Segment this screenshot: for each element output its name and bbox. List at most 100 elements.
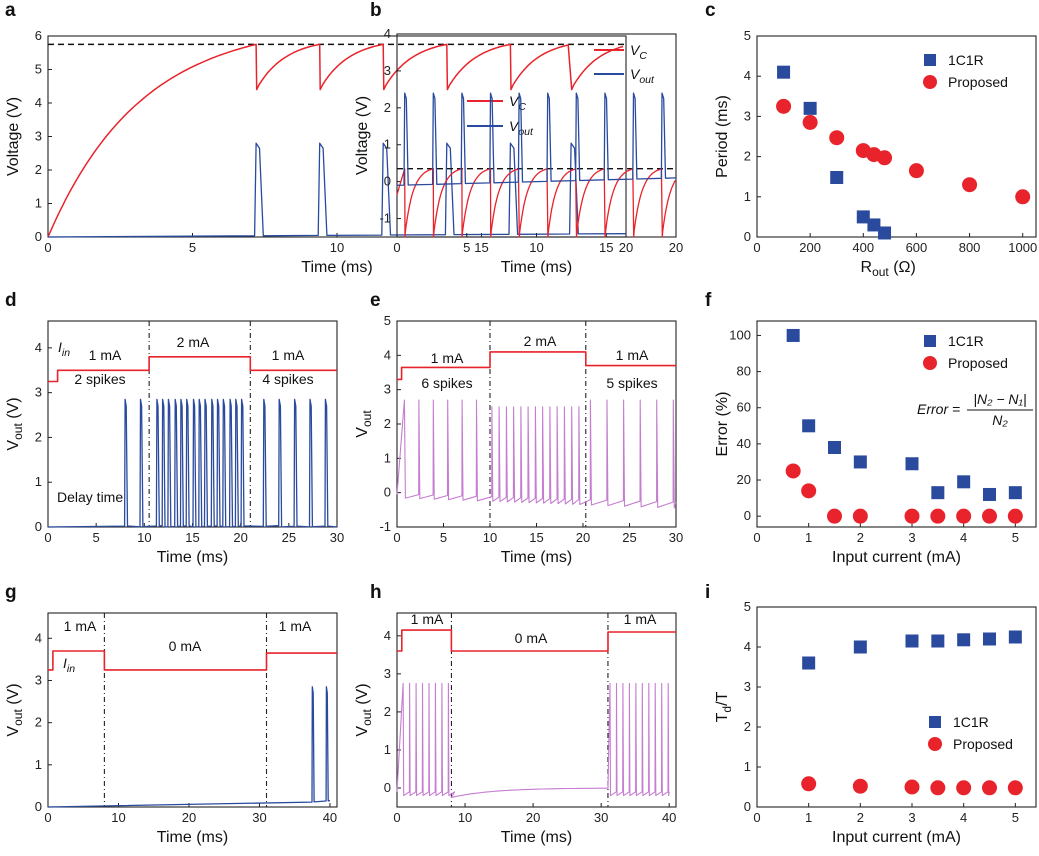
1c1r-point [786,328,800,342]
panel-f-chart: 0 1 2 3 4 5 0 20 40 60 80 100 Input current (mA) Erro… [714,320,1037,566]
legend-label-vc: VC [509,93,526,113]
1c1r-point [867,218,881,232]
x-tick-label: 15 [185,530,199,545]
vc-trace [396,168,676,238]
proposed-point [852,508,868,524]
x-tick-label: 400 [852,240,874,255]
x-tick-label: 10 [483,530,497,545]
1c1r-point [802,656,816,670]
proposed-point [829,130,845,146]
proposed-point [904,779,920,795]
y-tick-label: 60 [737,400,751,415]
proposed-point [956,780,972,796]
input-current-step [397,351,676,381]
x-axis-label: Time (ms) [157,549,228,566]
y-tick-label: 5 [744,599,751,614]
annotation-iin: Iin [58,339,70,359]
x-axis-label: Time (ms) [501,829,572,846]
x-tick-label: 0 [44,240,51,255]
x-tick-label: 20 [576,530,590,545]
panel-label-b: b [370,0,382,21]
vout-trace [396,399,677,509]
vc-trace [47,43,624,238]
y-tick-label: 20 [737,472,751,487]
x-tick-label: 0 [393,810,400,825]
x-axis-label: Input current (mA) [832,549,961,566]
proposed-point [827,508,842,524]
x-tick-label: 5 [189,240,196,255]
panel-label-e: e [370,290,381,311]
annotation-seg3: 1 mA [279,618,312,634]
y-tick-label: 0 [744,229,751,244]
x-tick-label: 5 [463,240,470,255]
y-tick-label: 0 [384,174,391,189]
legend-label-vc-main: V [509,93,520,109]
x-tick-label: 20 [619,240,633,255]
y-tick-label: 2 [384,100,391,115]
panel-h-chart: 0 10 20 30 40 0 1 2 3 4 Time (ms) Vout (V) 1 mA 0 mA 1… [354,611,677,846]
proposed-point [962,177,978,193]
x-tick-label: 5 [1012,530,1019,545]
annotation-iin-sub: in [67,663,75,675]
y-axis-label-tail: (V) [5,397,22,423]
y-tick-label: 1 [744,189,751,204]
y-tick-label: 0 [384,485,391,500]
y-axis-label-main: T [714,712,731,722]
y-axis-label: Error (%) [714,392,731,457]
x-tick-label: 1 [805,810,812,825]
annotation-seg2: 2 mA [177,334,210,350]
legend-label: Proposed [948,74,1008,90]
y-tick-label: 3 [744,679,751,694]
y-tick-label: 1 [35,196,42,211]
panel-g-chart: 0 10 20 30 40 0 1 2 3 4 Time (ms) Vout (V) 1 mA 0 mA 1… [5,612,338,846]
1c1r-point [957,633,971,647]
y-tick-label: 2 [744,149,751,164]
x-tick-label: 20 [233,530,247,545]
x-tick-label: 3 [908,530,915,545]
y-axis-label: Vout (V) [5,683,25,736]
y-tick-label: 5 [744,28,751,43]
panel-d-chart: 0 5 10 15 20 25 30 0 1 2 3 4 Time (ms) Vout (V) Iin 1 m… [5,320,344,566]
annotation-iin-main: I [58,339,62,355]
y-tick-label: 4 [35,630,42,645]
y-tick-label: -1 [379,211,391,226]
y-axis-label-main: V [354,427,371,438]
x-tick-label: 0 [393,530,400,545]
x-tick-label: 10 [529,240,543,255]
proposed-point [785,463,801,479]
x-tick-label: 0 [44,530,51,545]
annotation-count1: 6 spikes [421,375,472,391]
annotation-count3: 5 spikes [606,375,657,391]
x-tick-label: 15 [599,240,613,255]
proposed-point [776,98,792,114]
1c1r-point [957,475,971,489]
x-tick-label: 5 [93,530,100,545]
y-tick-label: 4 [384,26,391,41]
x-tick-label: 0 [753,530,760,545]
legend-label-vout-sub: out [518,126,534,138]
panel-label-i: i [705,582,710,603]
y-tick-label: 6 [35,28,42,43]
plot-frame [396,612,677,808]
y-axis-label-main: V [354,726,371,737]
1c1r-point [853,455,867,469]
y-axis-label-main: V [5,726,22,737]
x-axis-label: Time (ms) [157,829,228,846]
y-tick-label: 4 [35,95,42,110]
x-tick-label: 10 [137,530,151,545]
y-tick-label: -1 [379,519,391,534]
legend-label: 1C1R [953,714,989,730]
legend-label: Proposed [953,736,1013,752]
y-tick-label: 1 [384,450,391,465]
y-axis-label-sub: out [11,709,25,726]
x-tick-label: 200 [799,240,821,255]
y-tick-label: 2 [35,715,42,730]
plot-frame [756,35,1037,238]
1c1r-point [1008,630,1022,644]
y-tick-label: 2 [384,704,391,719]
plot-frame [47,612,338,808]
x-tick-label: 2 [857,530,864,545]
x-tick-label: 4 [960,810,967,825]
1c1r-point [931,486,945,500]
